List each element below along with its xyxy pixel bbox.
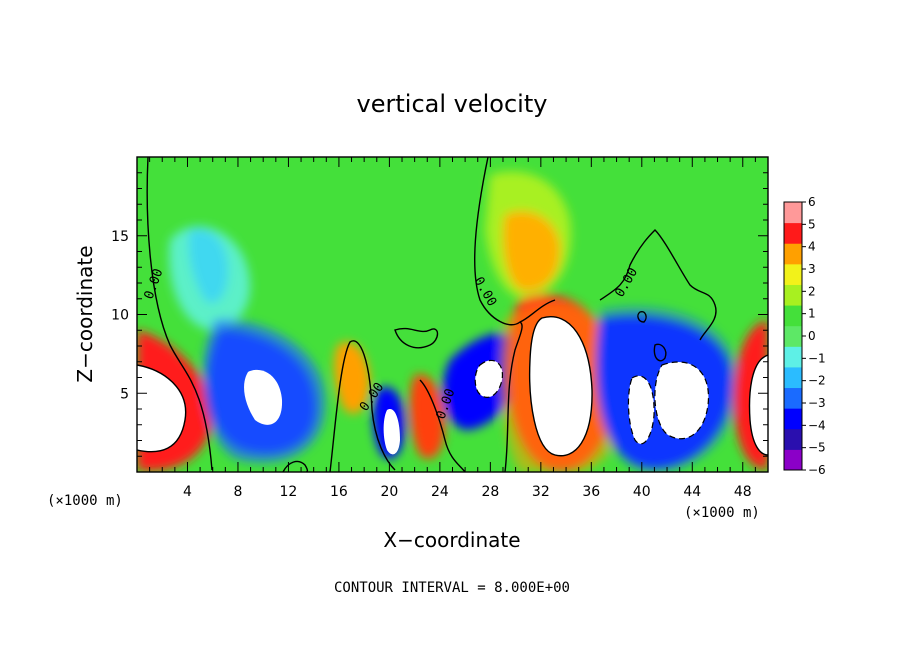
updraft-core-x9: [244, 369, 283, 425]
zero-contour-line: [504, 321, 523, 472]
colorbar-tick-label: −1: [808, 351, 826, 365]
colorbar-swatch: [784, 243, 802, 265]
y-tick-label: 10: [111, 308, 129, 324]
colorbar-swatch: [784, 428, 802, 450]
colorbar-tick-label: −3: [808, 396, 826, 410]
negative-contours: [474, 359, 710, 445]
colorbar-tick-label: −6: [808, 463, 826, 477]
positive-contour-line: [528, 316, 593, 457]
colorbar-swatch: [784, 387, 802, 409]
x-tick-label: 20: [380, 484, 398, 500]
chart-title: vertical velocity: [357, 90, 548, 118]
colorbar-tick-label: −4: [808, 418, 826, 432]
colorbar-swatch: [784, 222, 802, 244]
x-tick-label: 28: [481, 484, 499, 500]
y-unit-label: (×1000 m): [47, 493, 123, 509]
colorbar-swatch: [784, 202, 802, 224]
colorbar-tick-label: 0: [808, 329, 816, 343]
zero-contour-line: [653, 343, 667, 362]
y-tick-label: 15: [111, 229, 129, 245]
x-tick-label: 40: [633, 484, 651, 500]
negative-contour-line: [627, 375, 655, 445]
y-axis-label: Z−coordinate: [73, 245, 97, 382]
zero-contours: [137, 157, 768, 472]
y-tick-label: 5: [120, 386, 129, 402]
colorbar-tick-label: 3: [808, 262, 816, 276]
colorbar-swatch: [784, 408, 802, 430]
x-axis-label: X−coordinate: [383, 528, 520, 552]
plot-field: 0.00 0.00 0.00 0.00 0.00: [137, 157, 768, 472]
weak-downdraft-region: [188, 228, 229, 304]
colorbar: 6 5 4 3 2 1 0 −1 −2 −3 −4 −5 −6: [783, 195, 826, 477]
updraft-region: [334, 341, 370, 414]
x-tick-label: 36: [582, 484, 600, 500]
colorbar-tick-label: 1: [808, 307, 816, 321]
positive-contour-line: [748, 354, 768, 456]
x-tick-label: 8: [233, 484, 242, 500]
colorbar-swatch: [784, 284, 802, 306]
colorbar-swatch: [784, 449, 802, 471]
x-tick-label: 24: [431, 484, 449, 500]
downdraft-core-x41: [628, 375, 655, 444]
x-tick-label: 16: [330, 484, 348, 500]
zero-contour-line: [329, 340, 396, 472]
colorbar-tick-label: −5: [808, 441, 826, 455]
x-tick-label: 32: [532, 484, 550, 500]
downdraft-core-x45: [654, 361, 709, 439]
downdraft-core-x20: [383, 409, 400, 455]
updraft-core-left: [137, 365, 186, 452]
colorbar-tick-label: 6: [808, 195, 816, 209]
colorbar-swatch: [784, 366, 802, 389]
colorbar-swatch: [784, 263, 802, 285]
colorbar-swatch: [784, 305, 802, 327]
colorbar-swatch: [784, 346, 802, 368]
updraft-region: [409, 374, 445, 459]
zero-contour-line: [637, 310, 647, 323]
colorbar-tick-label: 4: [808, 240, 816, 254]
x-unit-label: (×1000 m): [684, 505, 760, 521]
negative-contour-line: [654, 361, 710, 440]
zero-contour-line: [146, 157, 213, 471]
x-tick-label: 4: [183, 484, 192, 500]
downdraft-core-x27: [475, 360, 503, 398]
x-tick-label: 12: [280, 484, 298, 500]
updraft-region: [503, 211, 561, 291]
zero-contour-line: [419, 379, 466, 472]
colorbar-swatch: [784, 325, 802, 347]
zero-contour-line: [599, 229, 717, 341]
contour-interval-text: CONTOUR INTERVAL = 8.000E+00: [334, 580, 570, 596]
x-tick-label: 48: [734, 484, 752, 500]
x-tick-label: 44: [683, 484, 701, 500]
zero-contour-line: [474, 157, 556, 326]
zero-contour-line: [394, 327, 439, 349]
positive-contour-line: [137, 364, 187, 453]
colorbar-tick-label: 2: [808, 284, 816, 298]
colorbar-tick-label: −2: [808, 374, 826, 388]
updraft-core-x33: [529, 316, 593, 456]
updraft-core-right: [749, 355, 768, 455]
colorbar-tick-label: 5: [808, 217, 816, 231]
